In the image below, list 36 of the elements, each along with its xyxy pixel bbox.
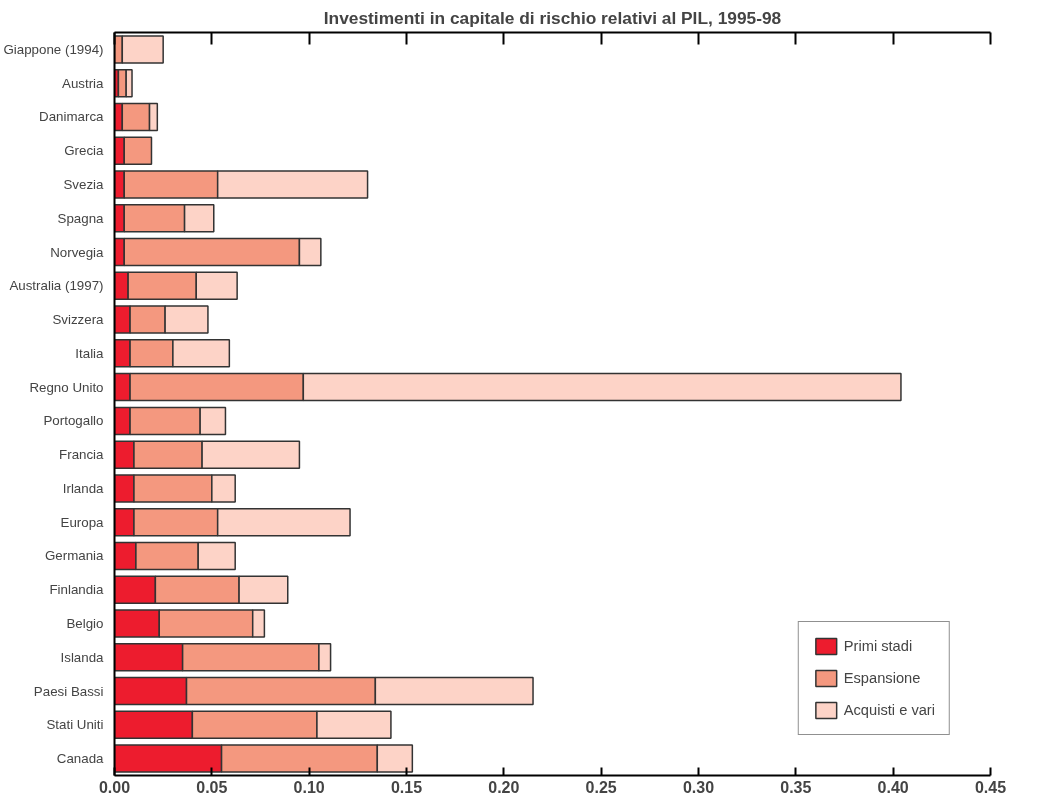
y-tick-label: Francia [59,447,105,463]
x-tick-label: 0.30 [682,778,715,796]
y-tick-label: Paesi Bassi [33,683,104,699]
y-tick-label: Stati Uniti [46,717,104,733]
legend-label: Primi stadi [843,638,913,654]
legend-label: Acquisti e vari [843,702,935,718]
x-tick-label: 0.10 [293,778,325,796]
x-tick-label: 0.45 [974,778,1007,796]
y-tick-label: Italia [75,345,105,361]
y-tick-label: Norvegia [50,244,105,260]
x-tick-label: 0.20 [488,778,520,796]
x-tick-label: 0.00 [98,778,131,796]
y-tick-label: Austria [62,75,105,91]
y-tick-label: Grecia [64,143,105,159]
y-tick-label: Giappone (1994) [3,41,104,57]
x-tick-label: 0.40 [877,778,909,796]
y-tick-label: Australia (1997) [9,278,104,294]
y-tick-label: Svizzera [52,312,105,328]
y-tick-label: Germania [44,548,105,564]
y-tick-label: Irlanda [62,480,105,496]
x-tick-label: 0.05 [196,778,228,796]
x-tick-label: 0.15 [390,778,423,796]
chart-title: Investimenti in capitale di rischio relativi al PIL, 1995-98 [323,7,782,28]
y-tick-label: Europa [60,514,105,530]
x-tick-label: 0.25 [585,778,617,796]
y-tick-label: Belgio [66,616,104,632]
y-tick-label: Spagna [57,210,105,226]
y-tick-label: Svezia [63,176,105,192]
y-tick-label: Portogallo [43,413,104,429]
y-tick-label: Regno Unito [29,379,104,395]
x-tick-label: 0.35 [780,778,812,796]
legend-label: Espansione [843,670,921,686]
y-tick-label: Finlandia [49,582,105,598]
y-tick-label: Islanda [60,649,105,665]
y-tick-label: Danimarca [39,109,105,125]
y-tick-label: Canada [56,751,105,767]
